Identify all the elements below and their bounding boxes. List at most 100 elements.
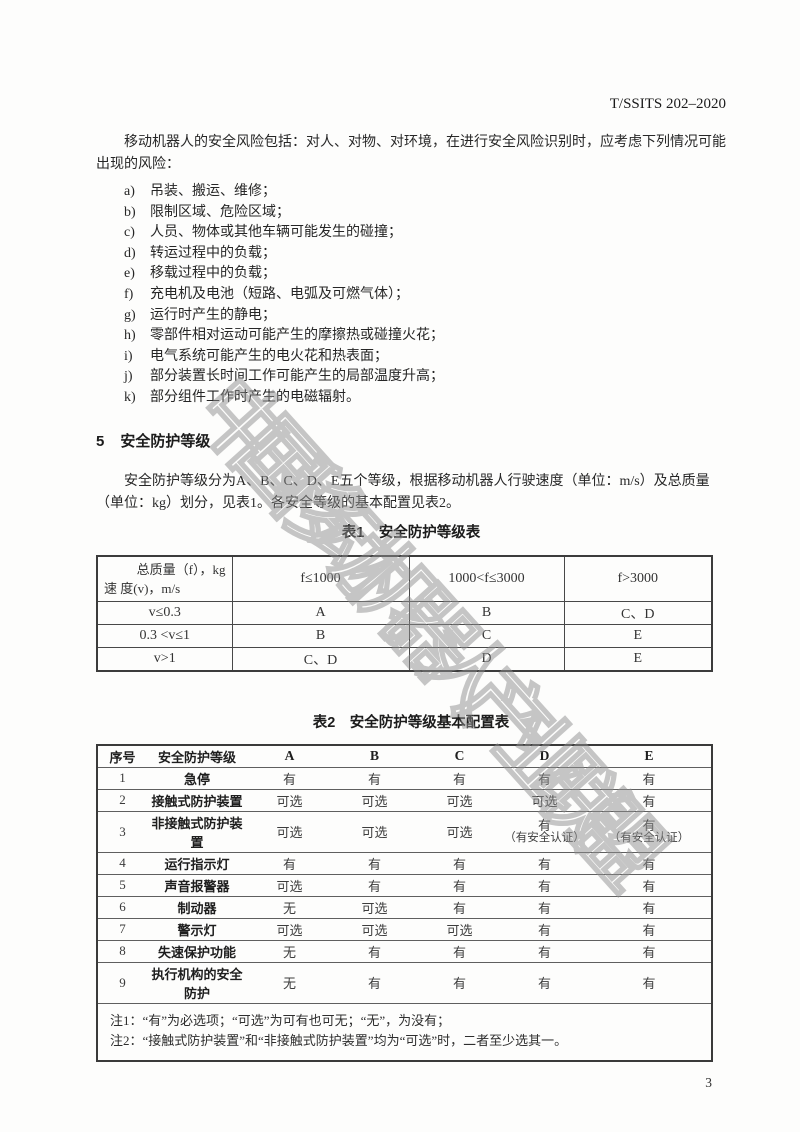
table2-cell: 可选 xyxy=(417,918,502,941)
table2-cell: 无 xyxy=(247,896,332,919)
risk-item-text: 零部件相对运动可能产生的摩擦热或碰撞火花； xyxy=(150,328,444,344)
section-paragraph: 安全防护等级分为A、B、C、D、E五个等级，根据移动机器人行驶速度（单位：m/s… xyxy=(96,473,710,511)
risk-item-marker: f) xyxy=(124,286,134,302)
table2-cell: 可选 xyxy=(247,918,332,941)
risk-item-marker: b) xyxy=(124,204,136,220)
table2-row-number: 3 xyxy=(97,811,147,853)
table2-row: 2 接触式防护装置 可选 可选 可选 可选有 xyxy=(97,789,712,812)
table1-row: v>1 C、D D E xyxy=(96,647,713,672)
risk-item-text: 部分组件工作时产生的电磁辐射。 xyxy=(150,389,360,405)
table2-row: 7 警示灯 可选 可选 可选有有 xyxy=(97,918,712,941)
standard-number-header: T/SSITS 202–2020 xyxy=(609,96,726,112)
table1: 总质量（f），kg 速 度(v)，m/s f≤1000 1000<f≤3000 f>… xyxy=(96,554,713,672)
table2-cell: 有 xyxy=(587,789,712,812)
table2-col-header: C xyxy=(417,744,502,768)
risk-item-marker: a) xyxy=(124,184,135,199)
table2-cell: 有 xyxy=(502,896,587,919)
risk-list-item: j) 部分装置长时间工作可能产生的局部温度升高； xyxy=(96,367,726,388)
table2-cell-sub: （有安全认证） xyxy=(504,832,585,845)
risk-item-text: 充电机及电池（短路、电弧及可燃气体）； xyxy=(150,286,409,302)
table2-cell: 有 xyxy=(417,940,502,963)
table2-cell: 有 xyxy=(587,962,712,1004)
table2-row-label: 非接触式防护装置 xyxy=(147,811,247,853)
table2-row: 6 制动器无可选有有有 xyxy=(97,896,712,919)
risk-item-marker: e) xyxy=(124,266,135,282)
table2-row-number: 9 xyxy=(97,962,147,1004)
table2-cell: 有 xyxy=(332,852,417,875)
table1-header-row: 总质量（f），kg 速 度(v)，m/s f≤1000 1000<f≤3000 f>… xyxy=(96,555,713,603)
table2-cell: 有 xyxy=(502,940,587,963)
table2-cell: 有 xyxy=(332,940,417,963)
table2-cell: 有 xyxy=(502,852,587,875)
table2-col-header: E xyxy=(587,744,712,768)
table2-cell: 有 xyxy=(587,852,712,875)
table2-row-number: 4 xyxy=(97,852,147,875)
table1-row-label: v≤0.3 xyxy=(96,601,233,626)
table2-cell: 有 xyxy=(502,918,587,941)
table2-note-line: 注1：“有”为必选项；“可选”为可有也可无；“无”，为没有； xyxy=(110,1012,451,1028)
risk-item-text: 电气系统可能产生的电火花和热表面； xyxy=(150,348,388,364)
table1-row-label: v>1 xyxy=(96,647,233,672)
table2-cell-sub: （有安全认证） xyxy=(608,832,690,845)
table2-header-row: 序号 安全防护等级 A B C D E xyxy=(97,744,712,768)
table2-cell-main: 有 xyxy=(642,818,656,834)
table2-row: 8 失速保护功能无有有有有 xyxy=(97,940,712,963)
table1-cell: C xyxy=(408,624,565,649)
risk-item-marker: g) xyxy=(124,307,136,323)
table2-row-number: 2 xyxy=(97,789,147,812)
table2-cell: 无 xyxy=(247,962,332,1004)
table2-cell: 可选 xyxy=(417,789,502,812)
risk-item-marker: i) xyxy=(124,348,133,364)
risk-list: a) 吊装、搬运、维修； b) 限制区域、危险区域； c) 人员、物体或其他车辆可能发生的… xyxy=(96,182,726,409)
risk-item-marker: c) xyxy=(124,225,135,241)
table2-cell: 可选 xyxy=(247,874,332,897)
table2-col-header: D xyxy=(502,744,587,768)
risk-item-text: 限制区域、危险区域； xyxy=(150,204,290,220)
table1-cell: E xyxy=(563,647,713,672)
risk-list-item: a) 吊装、搬运、维修； xyxy=(96,182,726,203)
table2-cell: 有 xyxy=(332,874,417,897)
table2-cell: 可选 xyxy=(332,789,417,812)
table2-row-label: 急停 xyxy=(147,767,247,790)
table2-cell: 可选 xyxy=(332,811,417,853)
table2-cell: 有 xyxy=(417,896,502,919)
table2-row: 1 急停有有有有有 xyxy=(97,767,712,790)
table1-cell: C、D xyxy=(231,647,410,672)
table2-caption: 表2 安全防护等级基本配置表 xyxy=(312,714,510,731)
section-title: 安全防护等级 xyxy=(120,432,211,450)
table2-col-header: 安全防护等级 xyxy=(147,744,247,768)
risk-list-item: b) 限制区域、危险区域； xyxy=(96,203,726,224)
risk-list-item: h) 零部件相对运动可能产生的摩擦热或碰撞火花； xyxy=(96,326,726,347)
risk-list-item: f) 充电机及电池（短路、电弧及可燃气体）； xyxy=(96,285,726,306)
risk-item-marker: j) xyxy=(124,369,133,385)
table1-col-header: 1000<f≤3000 xyxy=(408,555,565,603)
table2-cell: 有 xyxy=(587,896,712,919)
table2-row-label: 制动器 xyxy=(147,896,247,919)
table2-cell: 可选 xyxy=(417,811,502,853)
table1-cell: B xyxy=(231,624,410,649)
intro-paragraph: 移动机器人的安全风险包括：对人、对物、对环境，在进行安全风险识别时，应考虑下列情… xyxy=(96,135,726,172)
table2-cell: 有 xyxy=(417,767,502,790)
table2-row-label: 声音报警器 xyxy=(147,874,247,897)
section-heading: 5 安全防护等级 xyxy=(96,433,726,451)
table2-cell: 有 xyxy=(502,874,587,897)
table2-cell: 可选 xyxy=(332,896,417,919)
risk-item-text: 部分装置长时间工作可能产生的局部温度升高； xyxy=(150,369,444,385)
table1-corner-top-label: 总质量（f），kg xyxy=(136,561,226,577)
table2-note-line: 注2：“接触式防护装置”和“非接触式防护装置”均为“可选”时，二者至少选其一。 xyxy=(110,1032,568,1048)
table2-notes: 注1：“有”为必选项；“可选”为可有也可无；“无”，为没有； 注2：“接触式防护装… xyxy=(97,1003,712,1061)
table1-cell: D xyxy=(408,647,565,672)
table1-corner-cell: 总质量（f），kg 速 度(v)，m/s xyxy=(96,555,233,603)
table2-cell-main: 有 xyxy=(537,818,551,834)
table2-row-number: 1 xyxy=(97,767,147,790)
table2-row-label: 运行指示灯 xyxy=(147,852,247,875)
table2-cell: 有 xyxy=(417,874,502,897)
table2-row-number: 5 xyxy=(97,874,147,897)
table2-body: 1 急停有有有有有 2 接触式防护装置 可选 可选 可选 可选有 3 非接触式防护装置 可选 可选 可选… xyxy=(97,767,712,1004)
table2-row: 3 非接触式防护装置 可选 可选 可选有（有安全认证）有（有安全认证） xyxy=(97,811,712,853)
table2-cell: 无 xyxy=(247,940,332,963)
risk-item-text: 人员、物体或其他车辆可能发生的碰撞； xyxy=(150,225,402,241)
table2-cell: 有 xyxy=(587,918,712,941)
risk-item-marker: h) xyxy=(124,328,136,344)
